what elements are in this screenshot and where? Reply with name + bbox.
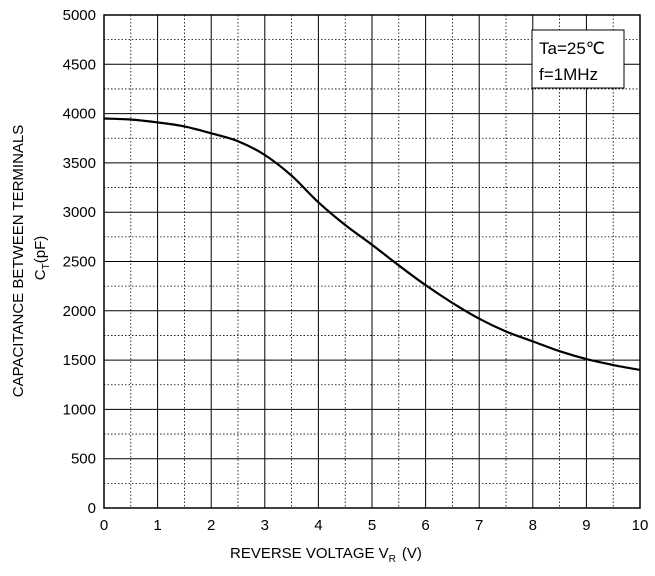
y-tick-label: 4000 [63,106,96,123]
x-tick-label: 4 [314,517,322,534]
condition-temperature: Ta=25℃ [539,39,605,58]
y-axis-title-subscript: T [41,263,52,269]
y-axis-title-line2: CT(pF) [32,236,52,280]
y-tick-label: 1000 [63,401,96,418]
condition-frequency: f=1MHz [539,65,598,84]
x-tick-label: 7 [475,517,483,534]
y-tick-label: 5000 [63,7,96,24]
x-axis-title-subscript: R [389,554,396,565]
y-tick-labels: 0 500 1000 1500 2000 2500 3000 3500 4000 4500 5000 [63,7,96,517]
conditions-box [531,29,625,89]
x-tick-label: 6 [421,517,429,534]
x-tick-label: 10 [632,517,649,534]
x-tick-label: 9 [582,517,590,534]
x-tick-label: 1 [153,517,161,534]
x-axis-title-main: REVERSE VOLTAGE V [230,545,389,562]
x-tick-label: 5 [368,517,376,534]
plot-frame [103,14,641,509]
y-tick-label: 0 [88,500,96,517]
y-tick-label: 2500 [63,254,96,271]
y-tick-label: 3000 [63,204,96,221]
x-tick-label: 3 [261,517,269,534]
capacitance-curve [103,117,641,372]
y-tick-label: 4500 [63,56,96,73]
y-tick-label: 2000 [63,303,96,320]
y-axis-title-symbol: C [32,269,49,280]
y-tick-label: 1500 [63,352,96,369]
x-tick-label: 0 [100,517,108,534]
x-tick-label: 8 [529,517,537,534]
x-tick-label: 2 [207,517,215,534]
y-tick-label: 3500 [63,155,96,172]
x-axis-title-unit: (V) [402,545,422,562]
x-axis-title: REVERSE VOLTAGE VR (V) [230,545,422,565]
y-axis-title-unit: (pF) [32,236,49,264]
y-axis-title-line1: CAPACITANCE BETWEEN TERMINALS [10,125,27,398]
x-tick-labels: 0 1 2 3 4 5 6 7 8 9 10 [100,517,649,534]
y-tick-label: 500 [71,451,96,468]
